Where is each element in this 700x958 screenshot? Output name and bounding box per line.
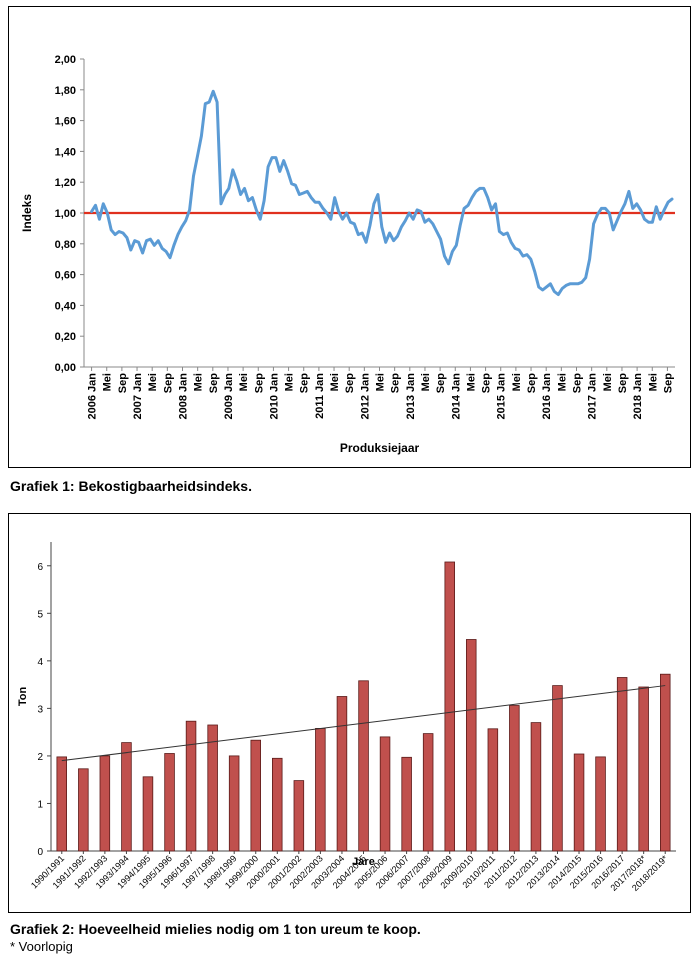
x-tick-label: Mei [193,373,205,391]
y-tick-label: 1,80 [55,85,76,97]
bar [595,756,606,852]
bar [660,673,671,852]
x-tick-label: 2015 Jan [496,373,508,420]
y-tick-label: 1,20 [55,177,76,189]
bar [250,739,261,852]
y-tick-label: 1 [37,799,43,810]
x-tick-label: 2012 Jan [359,373,371,420]
x-tick-label: 2011 Jan [314,373,326,419]
y-tick-label: 0,60 [55,270,76,282]
bar [185,720,197,852]
y-tick-label: 1,40 [55,146,76,158]
x-tick-label: Mei [375,373,387,391]
chart2-caption: Grafiek 2: Hoeveelheid mielies nodig om … [10,921,421,937]
x-tick-label: Mei [511,373,523,391]
y-tick-label: 0,20 [55,331,76,343]
x-tick-label: Sep [208,373,220,393]
y-tick-label: 4 [37,657,43,668]
chart2-frame: 0 1 2 3 4 5 6 1990/1991 1991/1992 1992/1993 1993/1… [8,513,691,913]
bar [78,768,89,852]
bar [315,727,326,852]
x-tick-label: 2013 Jan [405,373,417,420]
x-tick-label: 2018 Jan [632,373,644,420]
x-tick-label: 2014 Jan [450,373,462,420]
bar [616,677,628,852]
bar [164,753,175,852]
x-tick-label: Sep [526,373,538,393]
y-axis-label: Ton [17,687,29,707]
x-tick-label: Sep [299,373,311,393]
x-tick-label: Mei [147,373,159,391]
x-tick-label: Sep [481,373,493,393]
x-axis-label: Jare [352,856,375,868]
x-tick-label: Mei [647,373,659,391]
bar [379,736,391,852]
bar [530,722,542,852]
bar [573,753,585,852]
x-tick-label: Mei [602,373,614,391]
trend-line [61,685,666,762]
y-tick-label: 6 [37,562,43,573]
bar [358,680,369,852]
bar [444,561,455,852]
x-tick-label: Mei [238,373,250,391]
x-tick-label: Mei [102,373,114,391]
x-tick-label: Mei [420,373,432,391]
x-axis-label: Produksiejaar [340,441,420,455]
affordability-index-chart: 0,00 0,20 0,40 0,60 0,80 1,00 1,20 1,40 1,60 1,80… [20,54,675,455]
x-tick-label: Sep [390,373,402,393]
bar [401,756,412,852]
x-tick-label: Sep [162,373,174,393]
x-tick-label: 2008 Jan [178,373,190,420]
bar [552,685,563,852]
x-tick-label: 2016 Jan [541,373,553,420]
x-tick-label: 2006 Jan [87,373,99,420]
bar [271,757,283,852]
x-tick-label: Mei [556,373,568,391]
y-tick-label: 2,00 [55,54,76,66]
bar [293,780,305,852]
y-axis-label: Indeks [20,194,34,232]
x-tick-label: 2017 Jan [587,373,599,420]
chart1-caption: Grafiek 1: Bekostigbaarheidsindeks. [10,478,252,494]
y-tick-label: 2 [37,752,43,763]
bar [336,696,348,852]
x-tick-label: Mei [465,373,477,391]
y-tick-label: 1,00 [55,208,76,220]
chart1-frame: 0,00 0,20 0,40 0,60 0,80 1,00 1,20 1,40 1,60 1,80… [8,6,691,468]
x-tick-label: Mei [284,373,296,391]
bar [422,733,434,852]
x-tick-label: Sep [572,373,584,393]
y-tick-label: 0,00 [55,362,76,374]
maize-per-urea-chart: 01234561990/19911991/19921992/19931993/1… [17,542,676,893]
y-tick-label: 0,40 [55,300,76,312]
x-tick-label: 2009 Jan [223,373,235,420]
y-tick-label: 3 [37,704,43,715]
x-tick-label: Sep [617,373,629,393]
bar [56,756,68,852]
index-line [90,89,674,297]
y-tick-label: 0 [37,847,43,858]
x-tick-label: 2007 Jan [132,373,144,420]
footnote: * Voorlopig [10,939,73,954]
bar [465,639,477,852]
bar [228,755,240,852]
bar [509,705,520,852]
bar [487,728,499,852]
y-tick-label: 0,80 [55,239,76,251]
bar [99,755,111,852]
bar [207,724,218,852]
x-tick-label: Sep [117,373,129,393]
x-tick-label: Mei [329,373,341,391]
y-tick-label: 5 [37,609,43,620]
x-tick-label: Sep [662,373,674,393]
x-tick-label: 2010 Jan [268,373,280,420]
y-tick-label: 1,60 [55,116,76,128]
bar [142,776,154,852]
x-tick-label: Sep [344,373,356,393]
x-tick-label: Sep [435,373,447,393]
bar [121,742,132,852]
bar [638,686,649,852]
x-tick-label: Sep [253,373,265,393]
